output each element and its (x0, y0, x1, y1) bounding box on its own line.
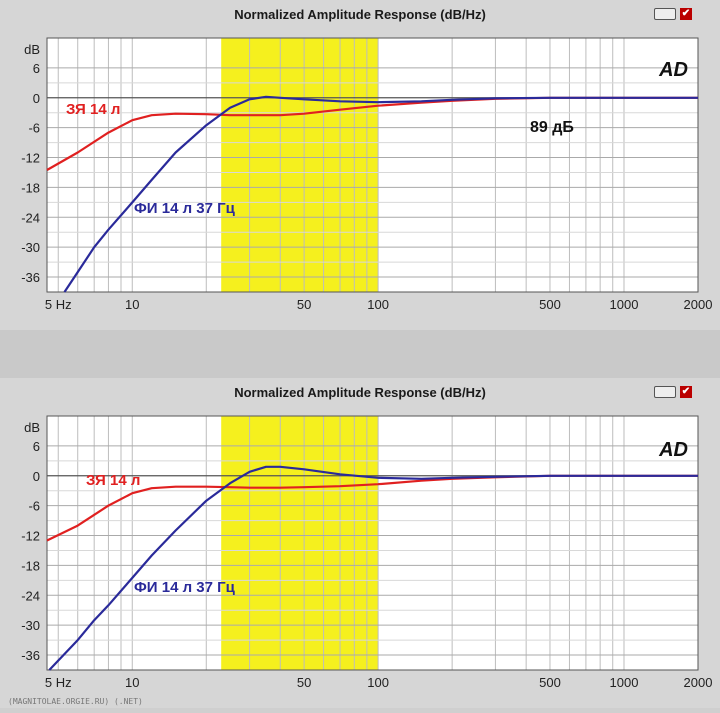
close-check-icon[interactable]: ✔ (680, 8, 692, 20)
highlight-band (221, 416, 379, 670)
x-tick-label: 2000 (684, 297, 713, 312)
series-label: ЗЯ 14 л (66, 101, 120, 118)
y-tick-label: -36 (21, 270, 40, 285)
x-tick-label: 500 (539, 297, 561, 312)
chart-title: Normalized Amplitude Response (dB/Hz) (234, 385, 486, 400)
y-tick-label: 6 (33, 61, 40, 76)
y-tick-label: -12 (21, 151, 40, 166)
y-tick-label: -18 (21, 180, 40, 195)
y-axis-unit: dB (24, 42, 40, 57)
series-label: ФИ 14 л 37 Гц (134, 200, 236, 217)
x-tick-label: 1000 (610, 675, 639, 690)
footer-watermark: (MAGNITOLAE.ORGIE.RU) (.NET) (8, 697, 143, 706)
chart-title: Normalized Amplitude Response (dB/Hz) (234, 7, 486, 22)
x-tick-label: 1000 (610, 297, 639, 312)
series-line (48, 465, 698, 671)
annotation-label: 89 дБ (530, 119, 574, 136)
x-tick-label: 2000 (684, 675, 713, 690)
y-tick-label: -30 (21, 240, 40, 255)
chart-svg: dB 6 0 -6 -12 -18 -24 -30 -36 5 Hz 10 50 100 500 1000 2… (21, 37, 713, 312)
badge-label: AD (658, 59, 688, 81)
x-tick-label: 500 (539, 675, 561, 690)
window-icons: ✔ (654, 386, 692, 398)
separator (0, 330, 720, 378)
close-check-icon[interactable]: ✔ (680, 386, 692, 398)
y-tick-label: -18 (21, 558, 40, 573)
plot-frame (46, 415, 699, 671)
printer-icon[interactable] (654, 386, 676, 398)
window-icons: ✔ (654, 8, 692, 20)
series-label: ФИ 14 л 37 Гц (134, 579, 236, 596)
printer-icon[interactable] (654, 8, 676, 20)
chart-panel-bottom: Normalized Amplitude Response (dB/Hz) ✔ … (0, 378, 720, 708)
badge-label: AD (658, 439, 688, 461)
x-tick-label: 10 (125, 675, 139, 690)
y-tick-label: -6 (28, 121, 40, 136)
y-tick-label: -24 (21, 588, 40, 603)
x-tick-label: 10 (125, 297, 139, 312)
y-tick-label: 6 (33, 439, 40, 454)
y-tick-label: 0 (33, 91, 40, 106)
y-tick-label: -36 (21, 648, 40, 663)
y-axis-unit: dB (24, 420, 40, 435)
series-line (63, 95, 698, 293)
y-tick-label: -24 (21, 210, 40, 225)
x-tick-label: 50 (297, 675, 311, 690)
x-tick-label: 100 (367, 297, 389, 312)
x-tick-label: 50 (297, 297, 311, 312)
x-tick-label: 5 Hz (45, 297, 72, 312)
highlight-band (221, 38, 379, 292)
chart-panel-top: Normalized Amplitude Response (dB/Hz) ✔ … (0, 0, 720, 330)
y-tick-label: 0 (33, 469, 40, 484)
y-tick-label: -6 (28, 499, 40, 514)
x-tick-label: 100 (367, 675, 389, 690)
plot-frame (46, 37, 699, 293)
series-label: ЗЯ 14 л (86, 472, 140, 489)
chart-svg: dB 6 0 -6 -12 -18 -24 -30 -36 5 Hz 10 50 100 500 1000 2… (21, 415, 713, 690)
y-tick-label: -12 (21, 529, 40, 544)
x-tick-label: 5 Hz (45, 675, 72, 690)
y-tick-label: -30 (21, 618, 40, 633)
